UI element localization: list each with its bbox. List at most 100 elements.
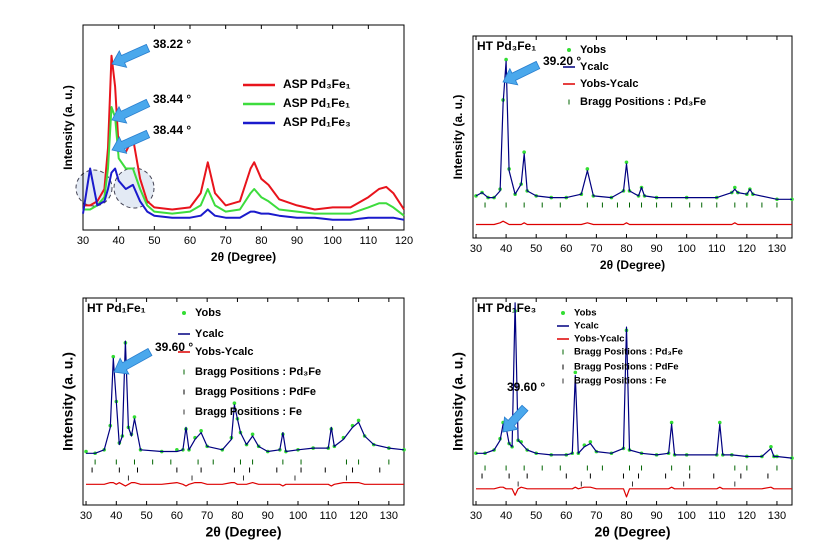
arrow (502, 404, 529, 433)
x-tick-label: 40 (110, 510, 122, 522)
data-point (733, 185, 737, 190)
x-tick-label: 120 (349, 510, 367, 522)
x-tick-label: 90 (650, 510, 662, 522)
annotation: 39.20 ° (543, 54, 581, 68)
x-tick-label: 120 (395, 235, 413, 247)
data-point (573, 370, 578, 375)
data-line (476, 302, 793, 459)
data-line (476, 220, 792, 226)
legend-label: ASP Pd₃Fe₁ (283, 77, 351, 91)
x-tick-label: 120 (738, 510, 756, 522)
legend-swatch (567, 48, 571, 52)
x-tick-label: 50 (530, 510, 542, 522)
legend-label: Yobs-Ycalc (574, 334, 625, 345)
legend-label: Bragg Positions : Pd₃Fe (580, 96, 706, 108)
data-point (790, 456, 794, 460)
data-point (250, 432, 255, 437)
data-point (588, 440, 593, 444)
x-tick-label: 50 (530, 243, 542, 255)
legend-label: Bragg Positions : Fe (195, 406, 302, 418)
x-tick-label: 120 (738, 243, 756, 255)
legend-swatch (182, 311, 186, 315)
x-tick-label: 80 (231, 510, 243, 522)
annotation: 39.60 ° (507, 380, 545, 394)
y-axis-label: Intensity (a. u.) (60, 352, 76, 451)
x-tick-label: 110 (360, 235, 378, 247)
x-tick-label: 100 (677, 510, 695, 522)
legend-label: Ycalc (580, 61, 609, 73)
data-line (86, 340, 405, 454)
legend-label: Yobs (580, 44, 606, 56)
x-tick-label: 90 (262, 510, 274, 522)
data-point (504, 57, 508, 62)
x-tick-label: 70 (590, 243, 602, 255)
data-line (82, 167, 405, 221)
x-tick-label: 110 (708, 510, 726, 522)
annotation: 38.44 ° (153, 92, 191, 106)
x-axis-label: 2θ (Degree) (594, 524, 670, 540)
data-point (132, 415, 137, 419)
plot-frame (472, 297, 793, 506)
x-axis-label: 2θ (Degree) (205, 524, 281, 540)
x-tick-label: 80 (620, 243, 632, 255)
x-tick-label: 80 (255, 235, 267, 247)
x-tick-label: 130 (380, 510, 398, 522)
data-point (199, 429, 203, 433)
x-tick-label: 110 (320, 510, 338, 522)
x-tick-label: 40 (113, 235, 125, 247)
x-tick-label: 100 (289, 510, 307, 522)
x-tick-label: 60 (560, 510, 572, 522)
data-line (83, 106, 405, 217)
data-point (769, 444, 773, 449)
x-tick-label: 80 (620, 510, 632, 522)
panel-title: HT Pd₃Fe₁ (477, 39, 536, 53)
annotation: 38.22 ° (153, 37, 191, 51)
panel-title: HT Pd₁Fe₃ (477, 301, 536, 315)
x-tick-label: 30 (77, 235, 89, 247)
data-line (83, 54, 405, 211)
annotation: 38.44 ° (153, 123, 191, 137)
data-point (356, 418, 361, 423)
data-point (84, 449, 88, 454)
x-tick-label: 30 (80, 510, 92, 522)
data-line (476, 486, 792, 498)
data-point (111, 354, 116, 359)
y-axis-label: Intensity (a. u.) (451, 95, 465, 180)
data-point (585, 167, 590, 171)
plot-frame (82, 297, 405, 506)
x-tick-label: 40 (500, 510, 512, 522)
data-point (624, 160, 629, 165)
x-tick-label: 130 (768, 243, 786, 255)
legend-label: Yobs (574, 308, 597, 319)
x-axis-label: 2θ (Degree) (211, 250, 276, 264)
data-line (86, 482, 404, 487)
x-tick-label: 60 (560, 243, 572, 255)
x-tick-label: 40 (500, 243, 512, 255)
x-tick-label: 100 (323, 235, 341, 247)
legend-label: Bragg Positions : Fe (574, 376, 666, 387)
x-tick-label: 100 (677, 243, 695, 255)
data-line (475, 60, 792, 200)
arrow (502, 60, 541, 86)
legend-label: Bragg Positions : Pd₃Fe (574, 347, 683, 358)
legend-label: Bragg Positions : PdFe (195, 386, 316, 398)
legend-label: Bragg Positions : Pd₃Fe (195, 366, 321, 378)
x-tick-label: 70 (590, 510, 602, 522)
legend-label: Yobs (195, 307, 221, 319)
x-tick-label: 90 (650, 243, 662, 255)
x-tick-label: 130 (768, 510, 786, 522)
data-point (669, 420, 674, 425)
data-point (232, 401, 237, 406)
x-axis-label: 2θ (Degree) (600, 258, 665, 272)
arrow (111, 129, 151, 154)
arrow (111, 98, 151, 124)
legend-label: Ycalc (574, 321, 599, 332)
legend-label: Bragg Positions : PdFe (574, 362, 679, 373)
x-tick-label: 60 (184, 235, 196, 247)
panel-title: HT Pd₁Fe₁ (87, 301, 146, 315)
x-tick-label: 50 (140, 510, 152, 522)
arrow (113, 347, 153, 375)
legend-label: Yobs-Ycalc (580, 78, 639, 90)
legend-label: ASP Pd₁Fe₁ (283, 96, 350, 110)
